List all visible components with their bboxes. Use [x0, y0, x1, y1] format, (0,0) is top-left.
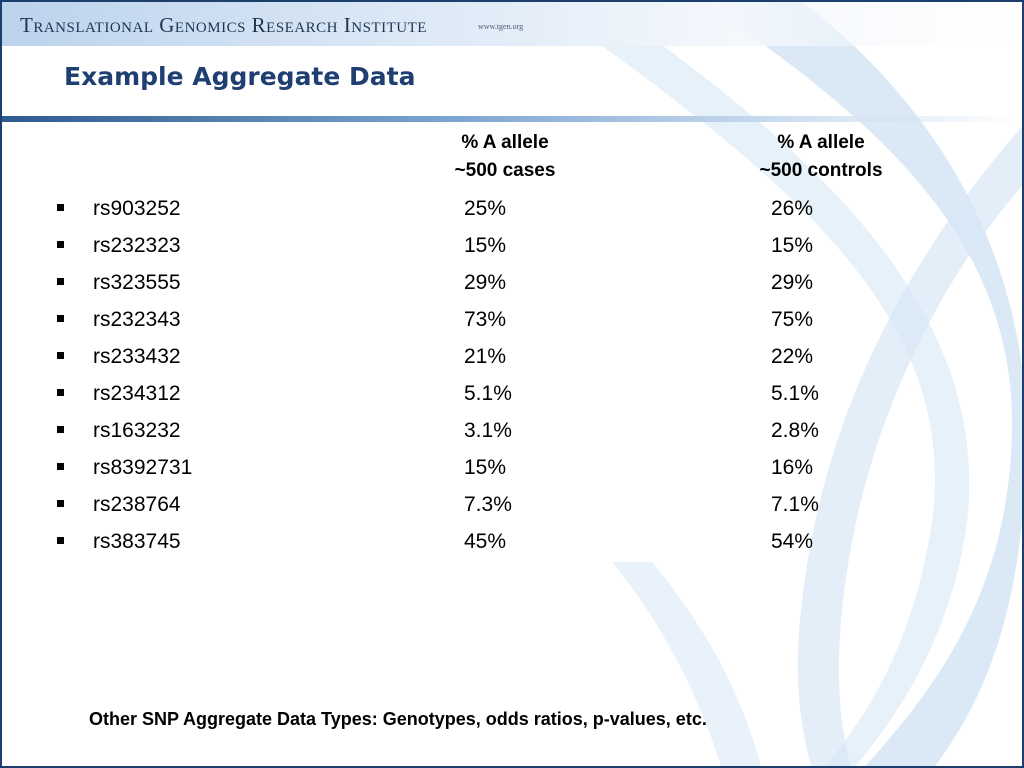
- snp-list: rs903252 25% 26% rs232323 15% 15% rs3235…: [2, 192, 1002, 562]
- cases-value: 29%: [464, 271, 507, 294]
- title-rule: [2, 116, 1022, 122]
- snp-id: rs238764: [93, 493, 181, 516]
- snp-row: rs234312 5.1% 5.1%: [2, 377, 1002, 414]
- snp-id: rs234312: [93, 382, 181, 405]
- header-band: [2, 2, 1022, 46]
- slide-title: Example Aggregate Data: [64, 62, 416, 91]
- controls-value: 15%: [771, 234, 814, 257]
- bullet-icon: [57, 500, 64, 507]
- snp-id: rs232343: [93, 308, 181, 331]
- bullet-icon: [57, 278, 64, 285]
- column-header-cases: % A allele ~500 cases: [395, 129, 615, 185]
- snp-id: rs383745: [93, 530, 181, 553]
- snp-row: rs232343 73% 75%: [2, 303, 1002, 340]
- column-header-controls-line1: % A allele: [777, 132, 865, 153]
- column-header-controls: % A allele ~500 controls: [711, 129, 931, 185]
- cases-value: 3.1%: [464, 419, 512, 442]
- cases-value: 45%: [464, 530, 507, 553]
- controls-value: 7.1%: [771, 493, 819, 516]
- bullet-icon: [57, 537, 64, 544]
- snp-row: rs8392731 15% 16%: [2, 451, 1002, 488]
- snp-id: rs232323: [93, 234, 181, 257]
- cases-value: 25%: [464, 197, 507, 220]
- snp-row: rs383745 45% 54%: [2, 525, 1002, 562]
- controls-value: 2.8%: [771, 419, 819, 442]
- cases-value: 15%: [464, 456, 507, 479]
- snp-row: rs323555 29% 29%: [2, 266, 1002, 303]
- controls-value: 75%: [771, 308, 814, 331]
- bullet-icon: [57, 241, 64, 248]
- snp-row: rs233432 21% 22%: [2, 340, 1002, 377]
- snp-row: rs903252 25% 26%: [2, 192, 1002, 229]
- controls-value: 16%: [771, 456, 814, 479]
- column-header-controls-line2: ~500 controls: [759, 160, 883, 181]
- organization-name: Translational Genomics Research Institut…: [20, 13, 427, 37]
- footnote: Other SNP Aggregate Data Types: Genotype…: [89, 709, 707, 729]
- cases-value: 15%: [464, 234, 507, 257]
- cases-value: 21%: [464, 345, 507, 368]
- snp-row: rs163232 3.1% 2.8%: [2, 414, 1002, 451]
- bullet-icon: [57, 463, 64, 470]
- bullet-icon: [57, 204, 64, 211]
- controls-value: 22%: [771, 345, 814, 368]
- snp-row: rs232323 15% 15%: [2, 229, 1002, 266]
- snp-id: rs8392731: [93, 456, 193, 479]
- bullet-icon: [57, 389, 64, 396]
- controls-value: 26%: [771, 197, 814, 220]
- organization-url: www.tgen.org: [478, 22, 524, 31]
- cases-value: 5.1%: [464, 382, 512, 405]
- controls-value: 54%: [771, 530, 814, 553]
- snp-id: rs233432: [93, 345, 181, 368]
- bullet-icon: [57, 315, 64, 322]
- column-header-cases-line1: % A allele: [461, 132, 549, 153]
- cases-value: 73%: [464, 308, 507, 331]
- snp-row: rs238764 7.3% 7.1%: [2, 488, 1002, 525]
- snp-id: rs323555: [93, 271, 181, 294]
- column-header-cases-line2: ~500 cases: [454, 160, 556, 181]
- bullet-icon: [57, 352, 64, 359]
- cases-value: 7.3%: [464, 493, 512, 516]
- snp-id: rs163232: [93, 419, 181, 442]
- controls-value: 29%: [771, 271, 814, 294]
- controls-value: 5.1%: [771, 382, 819, 405]
- bullet-icon: [57, 426, 64, 433]
- snp-id: rs903252: [93, 197, 181, 220]
